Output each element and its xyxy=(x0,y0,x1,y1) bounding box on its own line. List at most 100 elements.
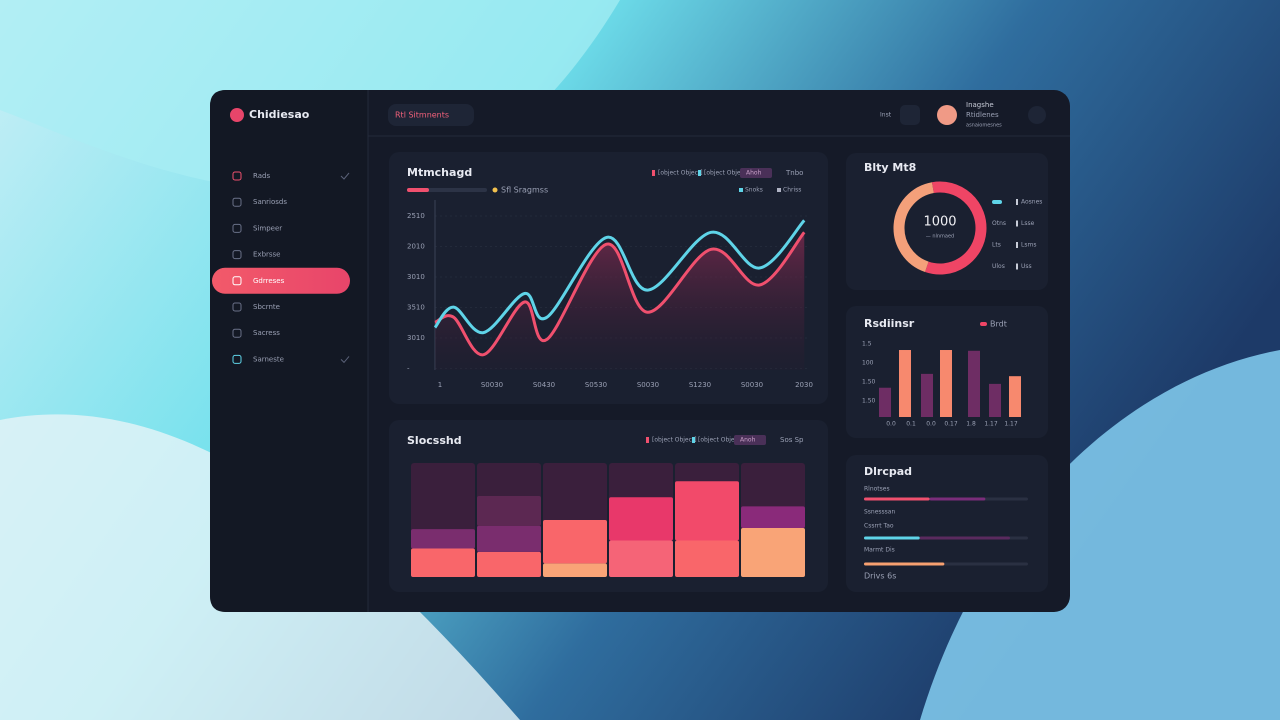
nav-label[interactable]: Sacress xyxy=(253,329,280,337)
filter[interactable]: [object Object] xyxy=(704,170,749,177)
bar xyxy=(968,350,980,417)
legend-swatch xyxy=(739,188,743,192)
progress-segment xyxy=(929,497,986,501)
bar xyxy=(879,387,891,417)
y-label: 2510 xyxy=(407,212,425,220)
tag-box[interactable] xyxy=(734,435,766,445)
filter-swatch xyxy=(646,437,649,443)
x-label: 0.0 xyxy=(926,421,936,428)
legend-item: Snoks xyxy=(745,187,763,194)
bar xyxy=(921,373,933,417)
nav-icon xyxy=(232,354,242,364)
nav-label[interactable]: Rads xyxy=(253,172,270,180)
tag: Ahoh xyxy=(746,170,762,177)
tag: Anoh xyxy=(740,437,756,444)
x-label: 1.17 xyxy=(984,421,998,428)
legend-item: Chriss xyxy=(783,187,801,194)
x-label: S0530 xyxy=(585,381,607,389)
nav-label[interactable]: Sarneste xyxy=(253,355,284,363)
nav-check xyxy=(340,356,350,364)
filter[interactable]: [object Object] xyxy=(658,170,703,177)
panel-title: Dlrcpad xyxy=(864,465,912,478)
bar xyxy=(940,350,952,417)
legend-item: Lsse xyxy=(1021,220,1035,227)
background-shape xyxy=(920,350,1280,720)
donut-center: 1000 xyxy=(923,215,956,230)
legend-item: Uss xyxy=(1021,263,1032,270)
sub-legend-pill xyxy=(407,188,429,192)
nav-icon xyxy=(232,328,242,338)
stack-segment xyxy=(411,529,475,549)
nav-label[interactable]: Gdrreses xyxy=(253,277,285,285)
x-label: 2030 xyxy=(795,381,813,389)
stack-segment xyxy=(609,540,673,577)
y-label: 2010 xyxy=(407,243,425,251)
header-label: Inst xyxy=(880,112,892,119)
legend-swatch xyxy=(980,322,987,326)
legend-key: Lts xyxy=(992,242,1001,249)
nav-label[interactable]: Sbcrnte xyxy=(253,303,280,311)
x-label: 1.17 xyxy=(1004,421,1018,428)
nav-icon xyxy=(232,276,242,286)
sub-legend: Sfl Sragmss xyxy=(501,186,548,195)
avatar[interactable] xyxy=(937,105,957,125)
progress-label: Marmt Dis xyxy=(864,547,895,554)
x-label: 0.1 xyxy=(906,421,916,428)
progress-label: Rlnotses xyxy=(864,486,890,493)
x-label: S0030 xyxy=(481,381,503,389)
y-label: 1.50 xyxy=(862,398,876,405)
panel-title: Slocsshd xyxy=(407,434,462,447)
donut-segment xyxy=(893,182,935,273)
header-button[interactable] xyxy=(900,105,920,125)
x-label: S0430 xyxy=(533,381,555,389)
filter[interactable]: [object Object] xyxy=(698,437,743,444)
nav-label[interactable]: Simpeer xyxy=(253,224,282,232)
stack-segment xyxy=(741,527,805,577)
stack-segment xyxy=(543,520,607,564)
stack-segment xyxy=(609,497,673,541)
legend-marker xyxy=(1016,199,1018,205)
filter[interactable]: [object Object] xyxy=(652,437,697,444)
user-role: Rtidlenes xyxy=(966,111,999,119)
legend-marker xyxy=(1016,220,1018,227)
nav-icon xyxy=(232,302,242,312)
filter-swatch xyxy=(692,437,695,443)
y-label: 3510 xyxy=(407,304,425,312)
filter-swatch xyxy=(652,170,655,176)
user-name: Inagshe xyxy=(966,101,994,109)
nav-label[interactable]: Sanriosds xyxy=(253,198,287,206)
x-label: S0030 xyxy=(637,381,659,389)
y-label: 3010 xyxy=(407,334,425,342)
bar xyxy=(1009,376,1021,417)
x-label: S0030 xyxy=(741,381,763,389)
stack-segment xyxy=(543,563,607,577)
tag-box[interactable] xyxy=(740,168,772,178)
y-label: 3010 xyxy=(407,273,425,281)
range[interactable]: Tnbo xyxy=(785,169,803,177)
progress-footer: Drivs 6s xyxy=(864,572,896,581)
progress-label: Ssnesssan xyxy=(864,509,895,516)
sub-legend-dot xyxy=(492,187,498,193)
legend-key: Ulos xyxy=(992,263,1005,270)
donut-segment xyxy=(925,181,987,275)
panel-title: Rsdiinsr xyxy=(864,317,915,330)
legend-marker xyxy=(1016,242,1018,248)
legend-key: Otns xyxy=(992,220,1006,227)
progress-segment xyxy=(864,536,920,540)
legend-swatch xyxy=(777,188,781,192)
stack-segment xyxy=(741,506,805,528)
progress-segment xyxy=(919,536,1010,540)
legend-marker xyxy=(1016,263,1018,270)
stack-segment xyxy=(411,548,475,577)
x-label: S1230 xyxy=(689,381,711,389)
search-box[interactable] xyxy=(388,104,474,126)
donut-center-sub: — nlnmaed xyxy=(926,234,955,240)
user-email: asnaiomesnes xyxy=(966,123,1002,129)
nav-label[interactable]: Exbrsse xyxy=(253,251,281,259)
header-icon[interactable] xyxy=(1028,106,1046,124)
panel xyxy=(846,455,1048,592)
stack-segment xyxy=(477,551,541,577)
range[interactable]: Sos Sp xyxy=(780,436,804,444)
legend-swatch xyxy=(992,200,1002,204)
